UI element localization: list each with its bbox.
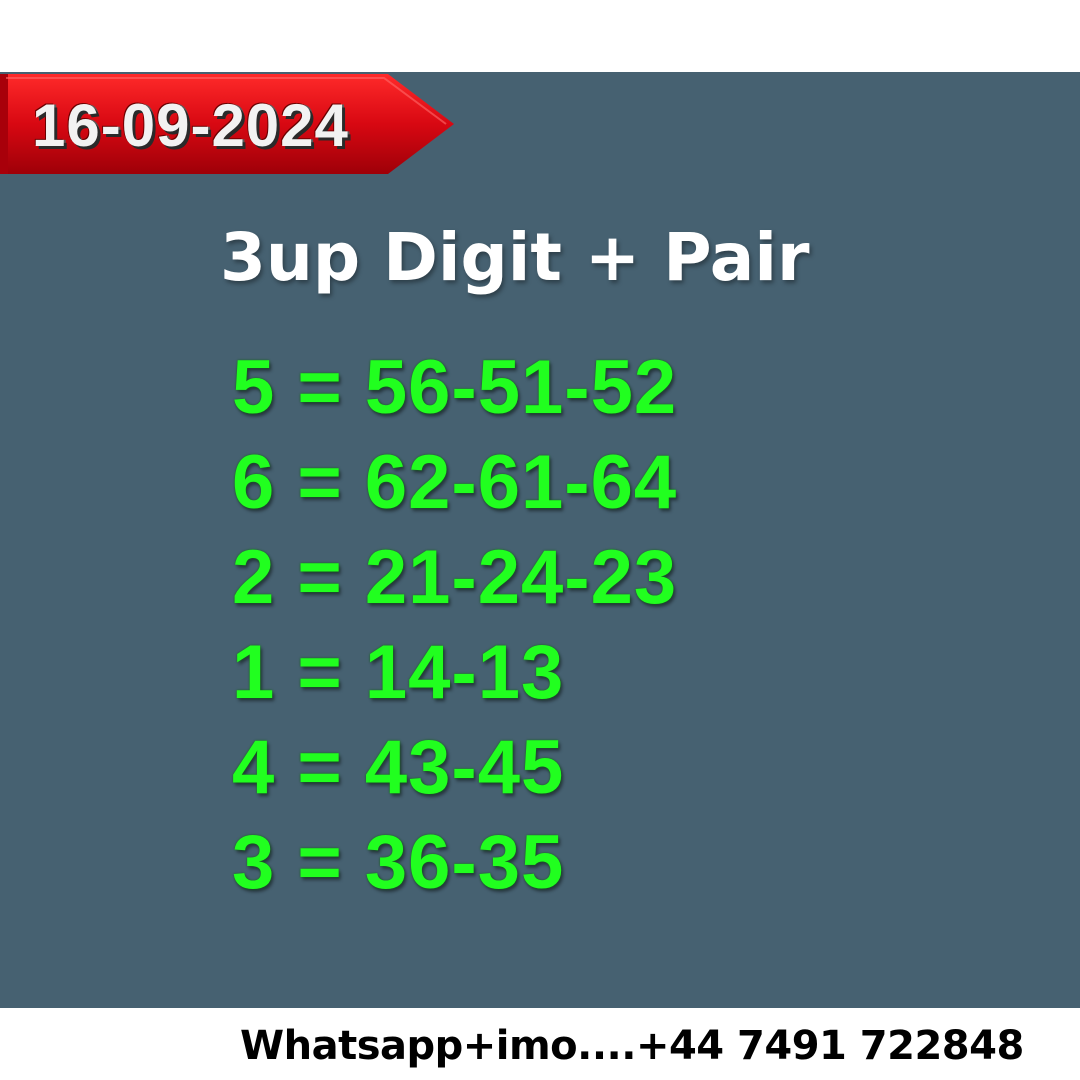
- contact-info: Whatsapp+imo....+44 7491 722848: [240, 1023, 1024, 1069]
- number-row: 1 = 14-13: [232, 630, 565, 715]
- number-row: 6 = 62-61-64: [232, 440, 678, 525]
- date-label: 16-09-2024: [32, 92, 349, 159]
- number-row: 3 = 36-35: [232, 820, 565, 905]
- number-list: 5 = 56-51-52 6 = 62-61-64 2 = 21-24-23 1…: [232, 340, 792, 910]
- number-row: 4 = 43-45: [232, 725, 565, 810]
- content-panel: [0, 72, 1080, 1008]
- number-row: 2 = 21-24-23: [232, 535, 678, 620]
- ribbon-shape: [0, 74, 454, 174]
- date-ribbon: [0, 74, 456, 176]
- page-title: 3up Digit + Pair: [220, 219, 810, 296]
- top-margin: [0, 0, 1080, 72]
- number-row: 5 = 56-51-52: [232, 345, 678, 430]
